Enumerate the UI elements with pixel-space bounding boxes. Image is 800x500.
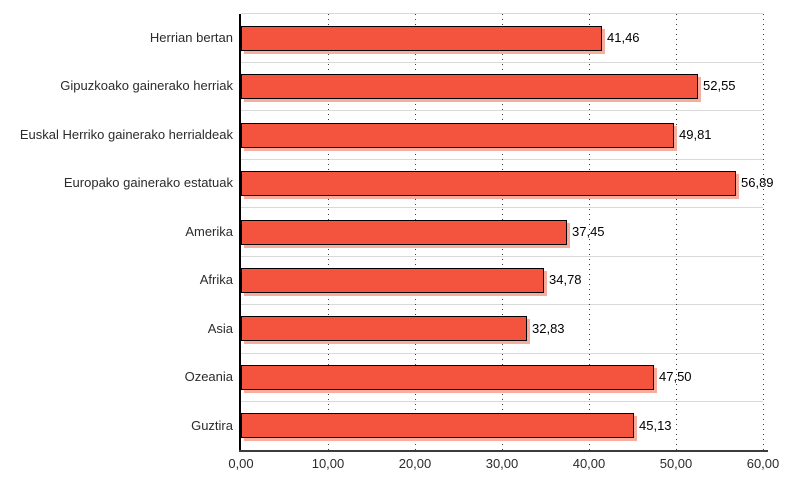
x-tick-label: 40,00	[572, 456, 606, 471]
x-tick-label: 20,00	[398, 456, 432, 471]
value-label: 49,81	[679, 126, 712, 142]
bar	[241, 364, 654, 390]
category-label: Afrika	[199, 272, 233, 288]
bar	[241, 413, 634, 439]
gridline	[763, 14, 764, 450]
bar	[241, 316, 527, 342]
category-label: Ozeania	[184, 369, 233, 385]
row-separator	[241, 13, 763, 14]
x-tick-label: 50,00	[659, 456, 693, 471]
bar	[241, 267, 544, 293]
bar	[241, 122, 674, 148]
value-label: 52,55	[703, 78, 736, 94]
gridline	[676, 14, 677, 450]
category-label: Amerika	[185, 223, 233, 239]
y-axis-line	[239, 14, 241, 452]
category-label: Herrian bertan	[149, 30, 233, 45]
x-axis-line	[239, 450, 768, 452]
bar	[241, 25, 602, 51]
category-label: Gipuzkoako gainerako herriak	[60, 78, 233, 94]
x-tick-label: 10,00	[311, 456, 345, 471]
value-label: 45,13	[639, 417, 672, 433]
bar	[241, 171, 736, 197]
gridline	[589, 14, 590, 450]
value-label: 32,83	[532, 320, 565, 336]
value-label: 37,45	[572, 223, 605, 239]
value-label: 34,78	[549, 272, 582, 288]
value-label: 56,89	[741, 175, 774, 191]
value-label: 47,50	[659, 369, 692, 385]
category-label: Euskal Herriko gainerako herrialdeak	[19, 126, 233, 142]
category-label: Guztira	[191, 417, 233, 433]
bar	[241, 219, 567, 245]
category-label: Europako gainerako estatuak	[63, 175, 233, 191]
x-tick-label: 60,00	[746, 456, 780, 471]
bar	[241, 74, 698, 100]
value-label: 41,46	[607, 30, 640, 45]
category-label: Asia	[207, 320, 233, 336]
x-tick-label: 0,00	[228, 456, 254, 471]
x-tick-label: 30,00	[485, 456, 519, 471]
